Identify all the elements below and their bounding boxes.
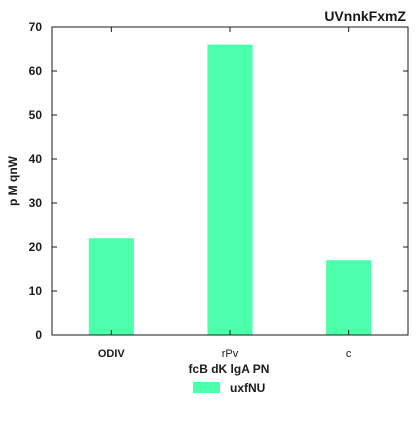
bar-c — [326, 260, 372, 335]
y-tick-label-60: 60 — [29, 64, 43, 78]
y-tick-label-50: 50 — [29, 108, 43, 122]
x-tick-label-c: c — [346, 348, 352, 360]
legend: uxfNU — [193, 381, 265, 395]
x-tick-label-ODIV: ODIV — [98, 348, 126, 360]
chart-title: UVnnkFxmZ — [324, 8, 406, 24]
y-tick-label-10: 10 — [29, 284, 43, 298]
x-axis-label: fcB dK lgA PN — [189, 362, 270, 376]
y-tick-label-30: 30 — [29, 196, 43, 210]
legend-label-uxfNU: uxfNU — [230, 381, 265, 395]
bars-layer — [88, 44, 372, 335]
y-tick-label-0: 0 — [35, 328, 42, 342]
bar-ODIV — [88, 238, 134, 335]
y-tick-label-20: 20 — [29, 240, 43, 254]
x-tick-label-rPv: rPv — [222, 348, 239, 360]
y-tick-label-40: 40 — [29, 152, 43, 166]
y-axis-label: p M qnW — [6, 155, 20, 206]
legend-swatch-uxfNU — [193, 382, 220, 393]
axes-layer: 0 10 20 30 40 50 60 70 ODIV rPv c — [29, 20, 409, 360]
bar-rPv — [207, 44, 253, 335]
y-tick-label-70: 70 — [29, 20, 43, 34]
